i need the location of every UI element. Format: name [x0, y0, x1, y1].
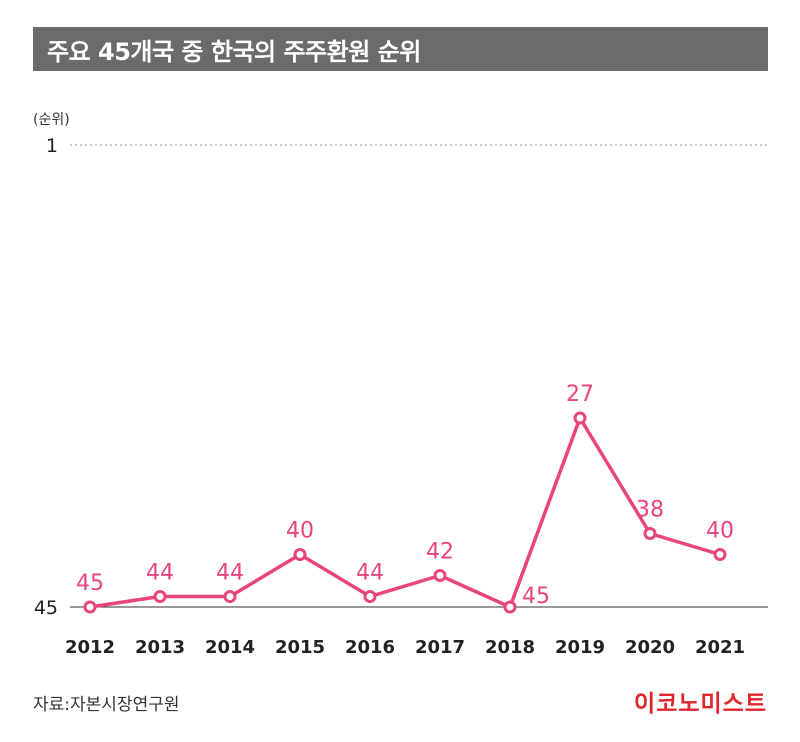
x-tick-label: 2014 [205, 637, 255, 658]
x-tick-label: 2021 [695, 637, 745, 658]
chart-title: 주요 45개국 중 한국의 주주환원 순위 [47, 37, 421, 66]
data-point [433, 569, 447, 582]
data-point [223, 590, 237, 603]
source-note: 자료:자본시장연구원 [33, 695, 180, 715]
data-point [153, 590, 167, 603]
data-point [293, 548, 307, 561]
data-label: 42 [426, 540, 454, 565]
data-label: 40 [286, 519, 314, 544]
data-point [713, 548, 727, 561]
data-point [573, 411, 587, 425]
series-line [88, 416, 722, 609]
x-tick-label: 2018 [485, 637, 535, 658]
y-tick-label: 1 [46, 135, 58, 157]
data-label: 44 [356, 561, 384, 586]
data-label: 44 [146, 561, 174, 586]
data-label: 27 [566, 382, 594, 407]
title-bar: 주요 45개국 중 한국의 주주환원 순위 [33, 27, 768, 71]
data-point [363, 590, 377, 603]
data-point [643, 527, 657, 540]
data-label: 44 [216, 561, 244, 586]
x-tick-label: 2019 [555, 637, 605, 658]
data-point [83, 600, 97, 614]
data-label: 45 [522, 584, 550, 609]
data-label: 38 [636, 498, 664, 523]
data-label: 40 [706, 519, 734, 544]
x-tick-label: 2020 [625, 637, 675, 658]
x-tick-label: 2017 [415, 637, 465, 658]
x-tick-label: 2016 [345, 637, 395, 658]
x-tick-label: 2013 [135, 637, 185, 658]
y-tick-label: 45 [34, 597, 58, 619]
brand-logo: 이코노미스트 [634, 691, 767, 717]
data-point [503, 600, 517, 614]
x-tick-label: 2012 [65, 637, 115, 658]
y-unit-label: (순위) [33, 112, 70, 128]
x-tick-label: 2015 [275, 637, 325, 658]
data-label: 45 [76, 571, 104, 596]
